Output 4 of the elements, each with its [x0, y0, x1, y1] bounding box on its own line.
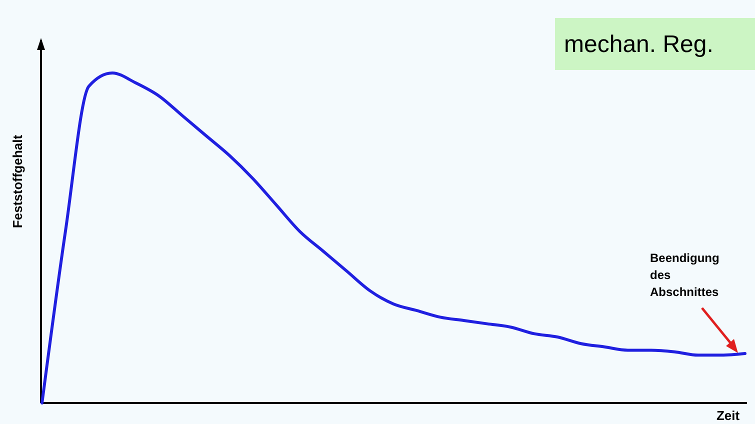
x-axis-title: Zeit — [716, 408, 740, 423]
text: mechan. Reg. — [564, 31, 714, 58]
annotation: Beendigung des Abschnittes — [650, 251, 720, 299]
y-axis-title: Feststoffgehalt — [10, 134, 25, 228]
